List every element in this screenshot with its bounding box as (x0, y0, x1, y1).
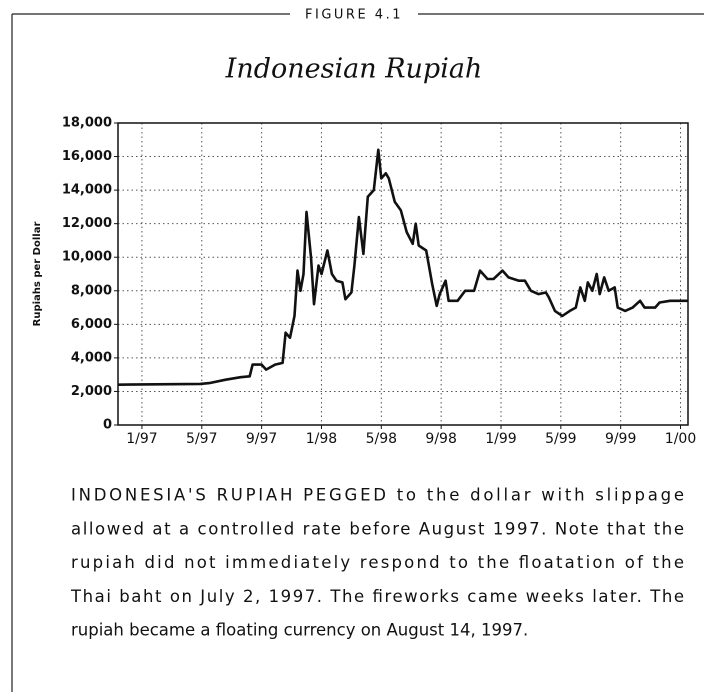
x-tick-label: 9/99 (605, 431, 636, 447)
y-tick-label: 6,000 (71, 317, 112, 332)
x-tick-label: 1/97 (126, 431, 157, 447)
x-tick-label: 1/00 (665, 431, 696, 447)
y-tick-label: 10,000 (62, 250, 112, 265)
ticks: 0 2,000 4,000 6,000 8,000 10,000 12,000 14,000 1… (62, 116, 696, 448)
y-tick-label: 8,000 (71, 283, 112, 298)
x-tick-label: 9/98 (425, 431, 456, 447)
y-tick-label: 14,000 (62, 183, 112, 198)
x-tick-label: 1/98 (306, 431, 337, 447)
x-tick-label: 5/97 (186, 431, 217, 447)
caption-line: INDONESIA'S RUPIAH PEGGED to the dollar … (71, 486, 684, 505)
caption: INDONESIA'S RUPIAH PEGGED to the dollar … (70, 486, 684, 640)
caption-line: Thai baht on July 2, 1997. The fireworks… (70, 587, 684, 606)
x-tick-label: 5/99 (545, 431, 576, 447)
y-axis-label: Rupiahs per Dollar (32, 222, 43, 327)
chart-title: Indonesian Rupiah (225, 54, 483, 85)
grid (118, 122, 688, 426)
series (117, 148, 688, 386)
series-line (117, 148, 688, 386)
y-tick-label: 16,000 (62, 149, 112, 164)
figure-label: FIGURE 4.1 (305, 8, 403, 23)
x-tick-label: 1/99 (485, 431, 516, 447)
caption-line: allowed at a controlled rate before Augu… (71, 519, 684, 538)
y-tick-label: 4,000 (71, 350, 112, 365)
y-tick-label: 2,000 (71, 384, 112, 399)
caption-line: rupiah became a floating currency on Aug… (71, 621, 528, 640)
y-tick-label: 0 (103, 418, 112, 433)
x-tick-label: 5/98 (366, 431, 397, 447)
y-tick-label: 18,000 (62, 116, 112, 131)
y-tick-label: 12,000 (62, 216, 112, 231)
x-tick-label: 9/97 (246, 431, 277, 447)
plot-frame (117, 122, 689, 426)
caption-line: rupiah did not immediately respond to th… (71, 553, 684, 572)
